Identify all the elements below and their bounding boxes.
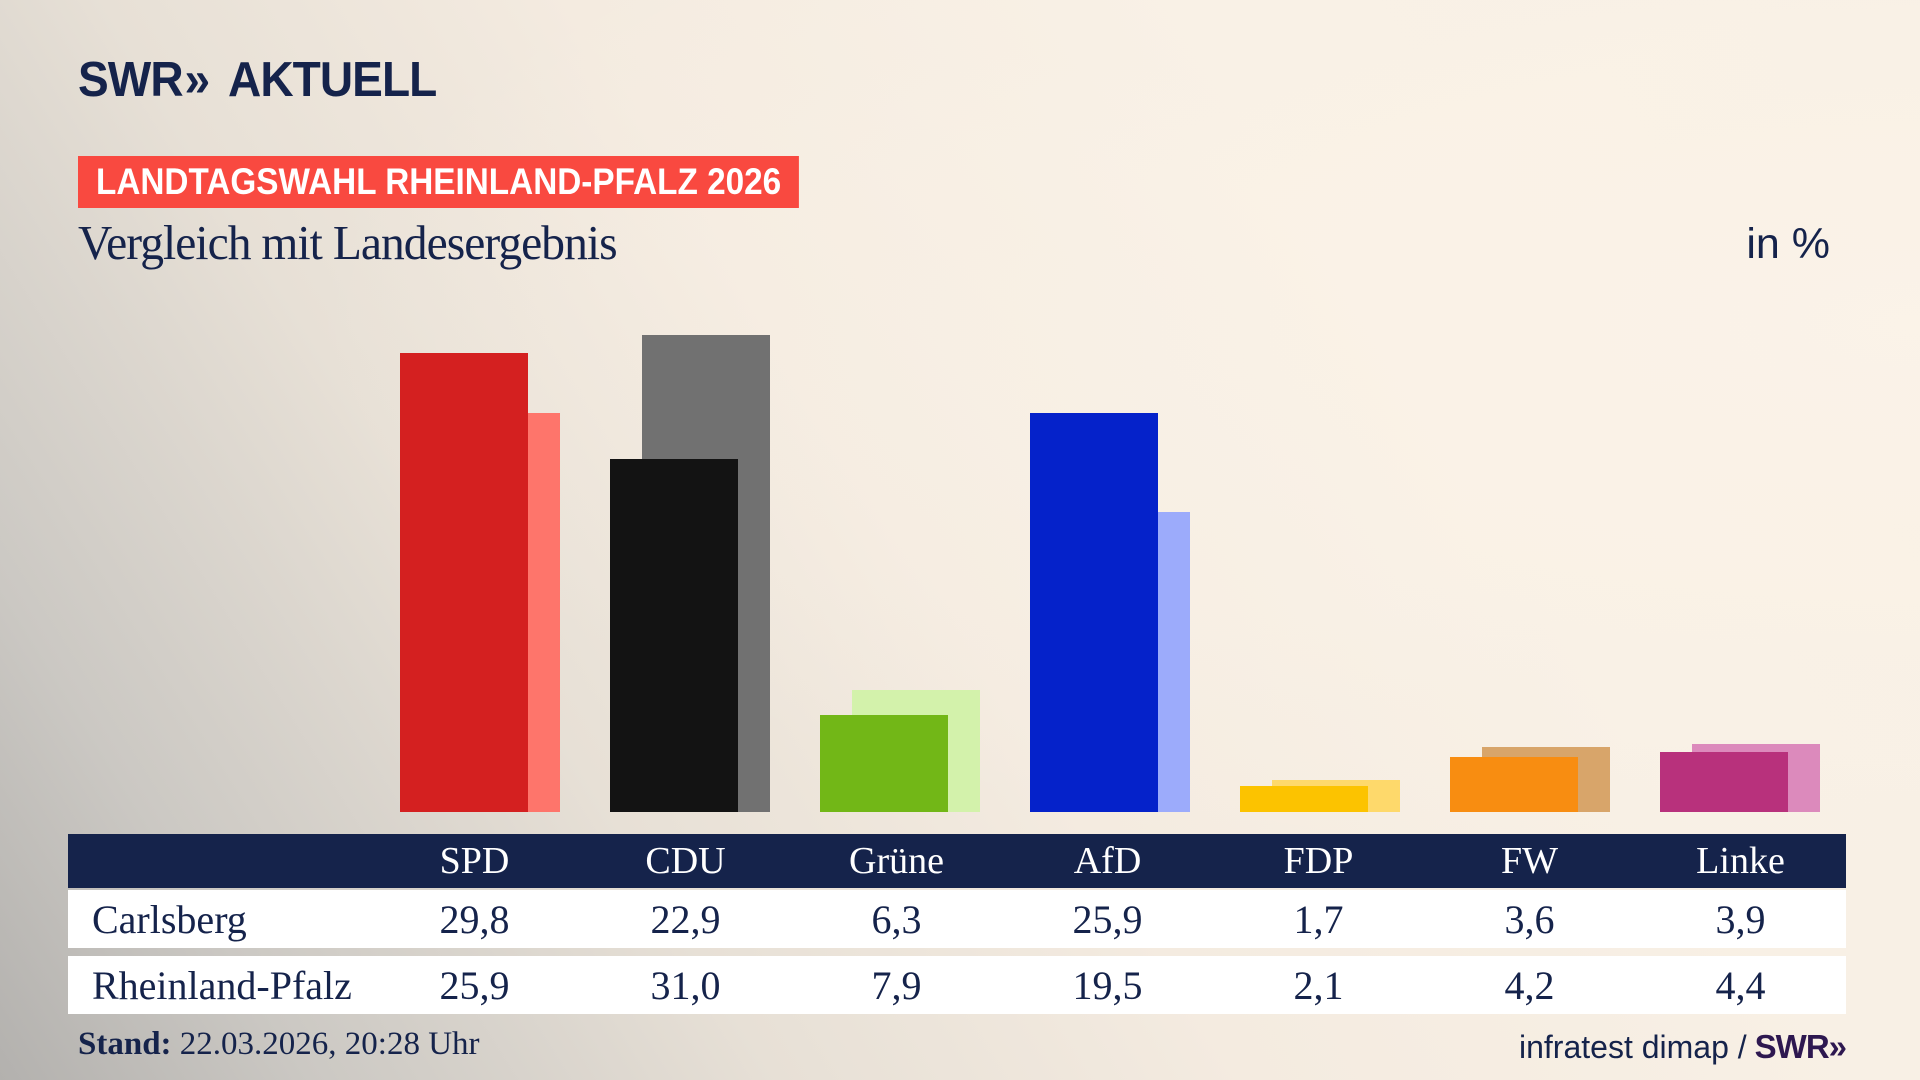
logo-swr-text: SWR	[78, 53, 184, 107]
bar-fw-carlsberg	[1450, 757, 1578, 812]
column-header-cdu: CDU	[645, 840, 726, 882]
value-cell-grüne: 7,9	[871, 963, 922, 1008]
double-chevron-icon: »	[184, 53, 211, 107]
value-cell-fw: 3,6	[1504, 897, 1555, 942]
column-header-fw: FW	[1501, 840, 1558, 882]
column-header-grüne: Grüne	[849, 840, 944, 882]
bar-fdp-carlsberg	[1240, 786, 1368, 812]
value-cell-fdp: 2,1	[1293, 963, 1344, 1008]
table-header-empty-cell	[68, 834, 369, 888]
stand-label: Stand:	[78, 1026, 172, 1062]
results-table: SPD CDU Grüne AfD FDP FW Linke Carlsberg 29,8 22,…	[68, 834, 1846, 1014]
bar-spd-carlsberg	[400, 353, 528, 812]
bar-chart	[400, 335, 1820, 812]
stand-value: 22.03.2026, 20:28 Uhr	[171, 1026, 480, 1062]
bar-afd-carlsberg	[1030, 413, 1158, 812]
source-credit: infratest dimap / SWR»	[1519, 1028, 1847, 1066]
source-text: infratest dimap /	[1519, 1029, 1747, 1065]
value-cell-spd: 29,8	[439, 897, 510, 942]
value-cell-afd: 25,9	[1072, 897, 1143, 942]
value-cell-spd: 25,9	[439, 963, 510, 1008]
column-header-spd: SPD	[439, 840, 510, 882]
column-header-fdp: FDP	[1283, 840, 1354, 882]
bar-grüne-carlsberg	[820, 715, 948, 812]
row-label: Rheinland-Pfalz	[92, 963, 352, 1008]
value-cell-cdu: 31,0	[650, 963, 721, 1008]
column-header-afd: AfD	[1073, 840, 1142, 882]
value-cell-cdu: 22,9	[650, 897, 721, 942]
source-swr-logo: SWR»	[1754, 1028, 1847, 1065]
table-row-rheinland-pfalz: Rheinland-Pfalz 25,9 31,0 7,9 19,5 2,1 4,2 4,4	[68, 956, 1846, 1014]
value-cell-grüne: 6,3	[871, 897, 922, 942]
value-cell-linke: 3,9	[1715, 897, 1766, 942]
table-row-carlsberg: Carlsberg 29,8 22,9 6,3 25,9 1,7 3,6 3,9	[68, 890, 1846, 948]
bar-linke-carlsberg	[1660, 752, 1788, 812]
chart-title: Vergleich mit Landesergebnis	[78, 215, 618, 270]
value-cell-fw: 4,2	[1504, 963, 1555, 1008]
stand-timestamp: Stand: 22.03.2026, 20:28 Uhr	[78, 1026, 480, 1063]
value-cell-fdp: 1,7	[1293, 897, 1344, 942]
row-label: Carlsberg	[92, 897, 247, 942]
swr-aktuell-logo: SWR» AKTUELL	[78, 52, 437, 108]
column-header-linke: Linke	[1696, 840, 1785, 882]
value-cell-afd: 19,5	[1072, 963, 1143, 1008]
table-header-row: SPD CDU Grüne AfD FDP FW Linke	[68, 834, 1846, 888]
logo-aktuell-text: AKTUELL	[228, 53, 437, 107]
election-banner: LANDTAGSWAHL RHEINLAND-PFALZ 2026	[78, 156, 800, 208]
bar-cdu-carlsberg	[610, 459, 738, 812]
unit-label: in %	[1746, 220, 1830, 268]
value-cell-linke: 4,4	[1715, 963, 1766, 1008]
